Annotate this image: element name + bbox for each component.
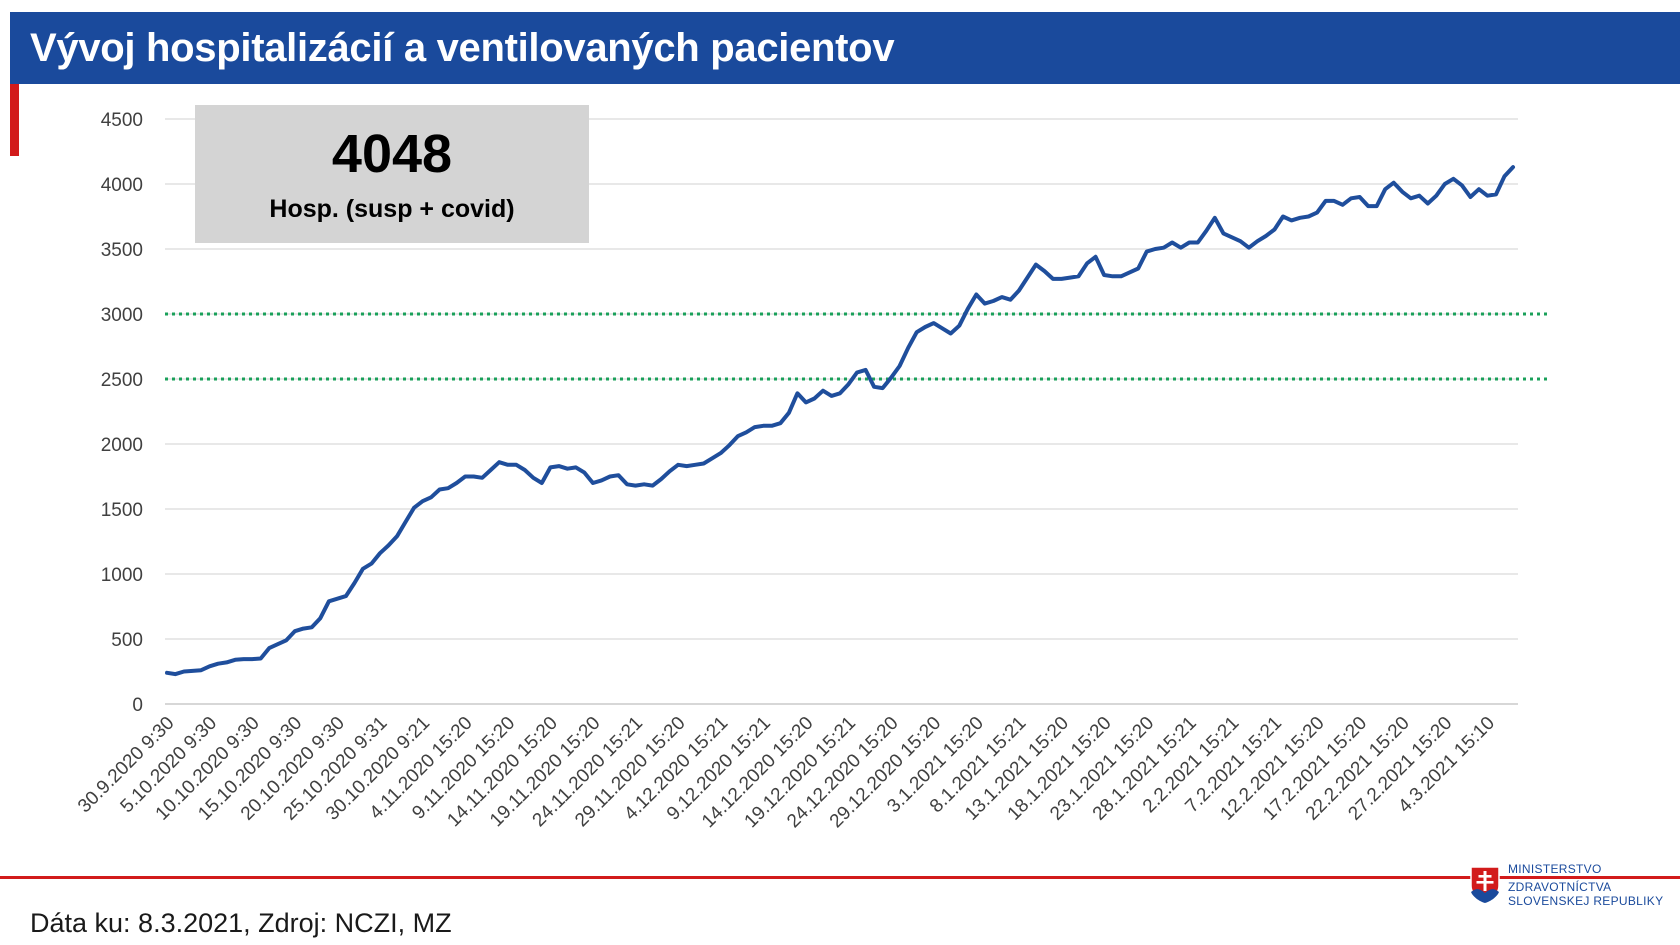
- y-tick-label: 500: [111, 630, 143, 651]
- kpi-label: Hosp. (susp + covid): [269, 195, 515, 223]
- kpi-value: 4048: [331, 124, 453, 184]
- y-tick-label: 2000: [101, 435, 143, 456]
- y-tick-label: 3000: [101, 305, 143, 326]
- y-tick-label: 0: [132, 695, 143, 716]
- threshold-lines: [165, 312, 1548, 381]
- footer-divider: [0, 876, 1680, 879]
- logo-line-3: SLOVENSKEJ REPUBLIKY: [1508, 894, 1664, 908]
- title-bar: Vývoj hospitalizácií a ventilovaných pac…: [10, 12, 1680, 84]
- ministry-logo: MINISTERSTVO ZDRAVOTNÍCTVA SLOVENSKEJ RE…: [1470, 860, 1675, 912]
- series-layer: [165, 165, 1515, 677]
- source-note: Dáta ku: 8.3.2021, Zdroj: NCZI, MZ: [30, 908, 452, 938]
- page-title: Vývoj hospitalizácií a ventilovaných pac…: [30, 26, 895, 70]
- y-tick-label: 4000: [101, 175, 143, 196]
- y-tick-label: 3500: [101, 240, 143, 261]
- accent-bar: [10, 84, 19, 156]
- slovak-emblem-icon: [1470, 866, 1500, 904]
- y-axis-ticks: 0 500 1000 1500 2000 2500 3000 3500 4000 4500: [101, 110, 143, 716]
- y-tick-label: 1000: [101, 565, 143, 586]
- kpi-box: 4048 Hosp. (susp + covid): [195, 105, 589, 243]
- y-tick-label: 1500: [101, 500, 143, 521]
- logo-line-1: MINISTERSTVO: [1508, 862, 1602, 876]
- logo-line-2: ZDRAVOTNÍCTVA: [1508, 880, 1612, 894]
- series-line: [165, 165, 1515, 677]
- y-tick-label: 4500: [101, 110, 143, 131]
- y-tick-label: 2500: [101, 370, 143, 391]
